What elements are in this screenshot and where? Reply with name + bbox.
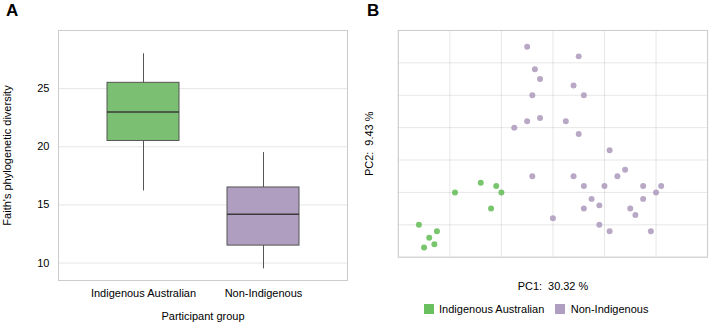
svg-text:20: 20: [37, 140, 49, 152]
svg-text:PC1: 30.32 %: PC1: 30.32 %: [518, 280, 589, 292]
svg-text:Non-Indigenous: Non-Indigenous: [225, 287, 303, 299]
html-text:A: A: [6, 1, 19, 20]
svg-text:PC2: 9.43 %: PC2: 9.43 %: [363, 111, 375, 176]
svg-text:10: 10: [37, 257, 49, 269]
svg-text:Participant group: Participant group: [161, 310, 244, 322]
svg-text:Faith's phylogenetic diversity: Faith's phylogenetic diversity: [1, 85, 13, 226]
html-text:B: B: [367, 1, 380, 20]
svg-text:15: 15: [37, 198, 49, 210]
svg-text:Indigenous Australian: Indigenous Australian: [91, 287, 196, 299]
svg-text:25: 25: [37, 82, 49, 94]
html-text:Non-Indigenous: Non-Indigenous: [570, 303, 649, 315]
html-text:Indigenous Australian: Indigenous Australian: [439, 303, 545, 315]
